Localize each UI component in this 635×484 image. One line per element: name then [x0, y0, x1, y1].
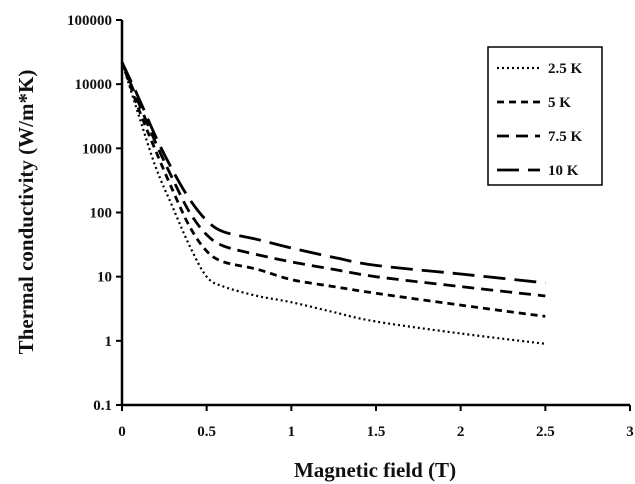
legend-box [487, 46, 603, 186]
legend-label: 2.5 K [548, 61, 583, 77]
y-tick-label: 0.1 [93, 398, 112, 414]
y-tick-label: 10 [97, 270, 112, 286]
y-axis-label: Thermal conductivity (W/m*K) [14, 70, 38, 355]
x-tick-label: 2.5 [536, 424, 555, 440]
x-ticks: 0 0.5 1 1.5 2 2.5 3 [118, 405, 634, 440]
series-line-7-5-k [120, 61, 546, 298]
y-tick-label: 1000 [82, 141, 112, 157]
series-layer [120, 61, 546, 345]
series-line-5-k [120, 61, 546, 318]
y-tick-label: 10000 [75, 77, 113, 93]
x-tick-label: 0 [118, 424, 126, 440]
y-tick-label: 100 [90, 206, 113, 222]
x-tick-label: 3 [626, 424, 634, 440]
y-ticks: 0.1 1 10 100 1000 10000 100000 [67, 13, 122, 414]
x-tick-label: 1 [288, 424, 296, 440]
series-line-2-5-k [120, 61, 546, 345]
x-axis-label: Magnetic field (T) [294, 458, 456, 482]
series-line-10-k [120, 61, 546, 285]
x-tick-label: 0.5 [197, 424, 216, 440]
legend-label: 7.5 K [548, 129, 583, 145]
y-tick-label: 1 [105, 334, 113, 350]
x-tick-label: 1.5 [367, 424, 386, 440]
y-tick-label: 100000 [67, 13, 112, 29]
x-tick-label: 2 [457, 424, 465, 440]
legend-label: 10 K [548, 163, 579, 179]
legend-label: 5 K [548, 95, 571, 111]
legend: 2.5 K 5 K 7.5 K 10 K [487, 46, 603, 186]
